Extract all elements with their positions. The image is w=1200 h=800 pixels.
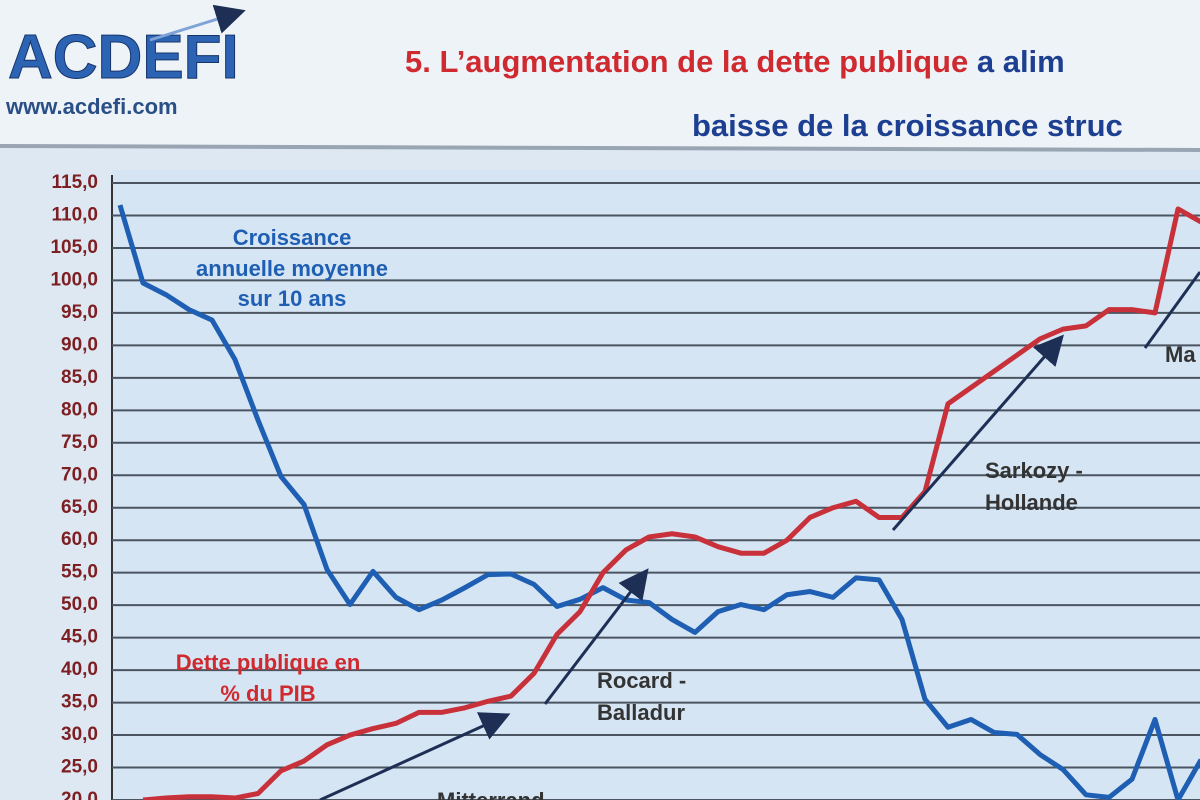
y-tick-label: 90,0 [61,334,98,355]
y-tick-label: 40,0 [61,659,98,680]
chart-subtitle: baisse de la croissance struc [692,108,1123,143]
series-line [142,206,1200,800]
y-tick-label: 100,0 [50,269,98,290]
y-tick-label: 85,0 [61,367,98,388]
header-rule [0,144,1200,152]
arrows [319,271,1200,800]
annotation: sur 10 ans [238,286,347,311]
y-tick-label: 35,0 [61,692,98,713]
y-tick-label: 115,0 [52,172,99,193]
y-tick-label: 80,0 [61,399,98,420]
y-tick-label: 60,0 [61,529,98,550]
annotation: % du PIB [220,681,315,706]
annotation: Sarkozy - [985,458,1083,483]
y-tick-label: 70,0 [61,464,98,485]
chart-title: 5. L’augmentation de la dette publique a… [405,44,1065,79]
y-tick-label: 95,0 [61,302,98,323]
y-tick-label: 65,0 [61,497,98,518]
series-line [117,204,1200,800]
title-part: 5. L’augmentation de la dette publique [405,44,968,79]
title-part: a alim [968,44,1065,79]
y-tick-label: 50,0 [61,594,98,615]
annotation: Hollande [985,490,1078,515]
annotation: Mitterrand [437,788,545,800]
annotation: Dette publique en [176,650,361,675]
arrow [319,712,511,800]
plot-area [112,170,1200,800]
y-tick-label: 75,0 [61,432,98,453]
y-tick-label: 110,0 [52,204,99,225]
logo-arrow [149,4,246,42]
annotation: Rocard - [597,668,686,693]
logo: ACDEFI [8,23,239,92]
annotation: annuelle moyenne [196,256,388,281]
annotation: Ma [1165,342,1196,367]
y-tick-label: 105,0 [50,237,98,258]
logo-url: www.acdefi.com [5,94,178,119]
y-tick-label: 30,0 [61,724,98,745]
y-tick-label: 25,0 [61,757,98,778]
annotation: Balladur [597,700,685,725]
annotation: Croissance [233,225,352,250]
y-tick-label: 55,0 [61,562,98,583]
y-tick-label: 20,0 [61,789,98,800]
arrow [891,334,1064,531]
arrow [543,568,649,705]
y-tick-label: 45,0 [61,627,98,648]
arrow [1143,271,1200,349]
